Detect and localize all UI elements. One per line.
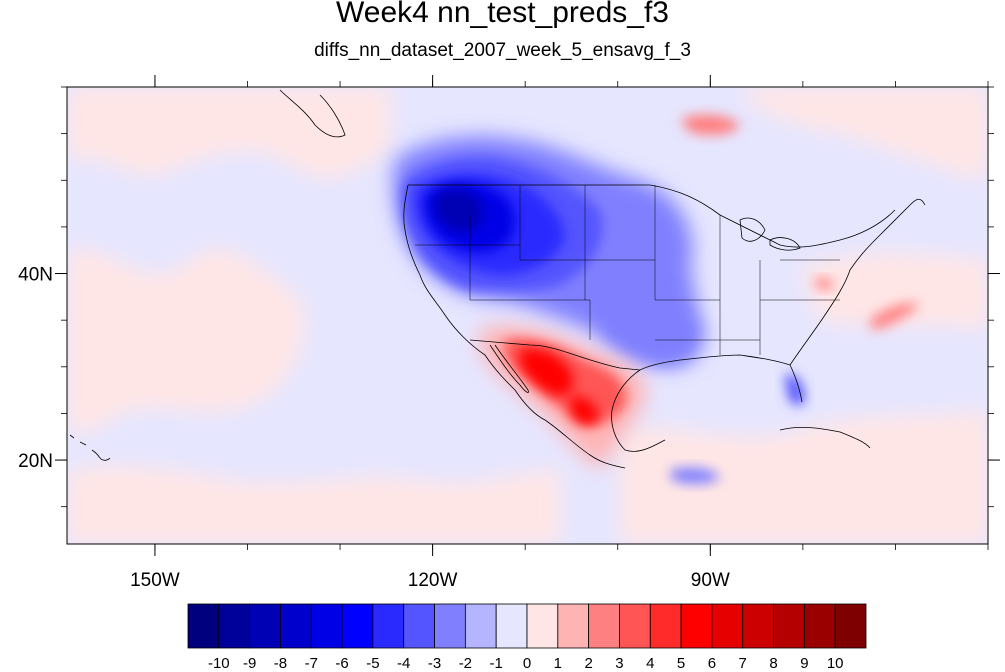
colorbar-label-8: -2 [459, 655, 472, 672]
cold-level-2-east [610, 296, 704, 366]
colorbar-box-0 [187, 603, 220, 649]
colorbar-box-20 [803, 603, 836, 649]
colorbar-box-6 [372, 603, 405, 649]
colorbar-label-4: -6 [335, 655, 348, 672]
colorbar-box-14 [619, 603, 651, 649]
colorbar-label-11: 1 [554, 655, 562, 672]
cold-florida [785, 374, 805, 406]
warm-hudson-bay [680, 114, 740, 136]
mexico-coast-west [544, 419, 626, 469]
colorbar [187, 603, 867, 649]
atlantic-coastline [789, 198, 926, 366]
canada-border [408, 184, 896, 248]
colorbar-box-13 [588, 603, 620, 649]
colorbar-label-12: 2 [584, 655, 592, 672]
colorbar-label-5: -5 [366, 655, 379, 672]
great-lakes [739, 217, 801, 251]
map-title: Week4 nn_test_preds_f3 [335, 0, 669, 29]
warm-patch-caribbean [620, 410, 988, 544]
colorbar-label-14: 4 [646, 655, 654, 672]
colorbar-label-19: 9 [800, 655, 808, 672]
colorbar-label-9: -1 [490, 655, 503, 672]
colorbar-box-18 [742, 603, 774, 649]
alaska-panhandle [279, 89, 346, 138]
colorbar-box-10 [495, 603, 528, 649]
colorbar-box-3 [280, 603, 312, 649]
cuba [779, 426, 871, 449]
colorbar-label-16: 6 [708, 655, 716, 672]
warm-background-patches [67, 87, 988, 544]
mexico-gulf-coast [611, 369, 666, 452]
mexico-border [469, 339, 641, 371]
warm-level-5-south [570, 395, 599, 425]
colorbar-box-1 [218, 603, 251, 649]
warm-patch-atlantic [800, 253, 988, 330]
lon-tick-label-2: 90W [691, 570, 730, 591]
colorbar-label-3: -7 [305, 655, 318, 672]
lat-tick-label-0: 40N [18, 265, 53, 286]
cold-anomaly-field [393, 136, 805, 484]
colorbar-box-9 [464, 603, 497, 649]
colorbar-box-21 [834, 603, 867, 649]
colorbar-label-0: -10 [208, 655, 230, 672]
colorbar-label-13: 3 [615, 655, 623, 672]
lat-tick-label-1: 20N [18, 451, 53, 472]
colorbar-label-6: -4 [397, 655, 410, 672]
cold-level-8 [435, 188, 484, 232]
map-plot-area [67, 87, 988, 544]
latitude-tick-labels: 40N 20N [18, 265, 53, 473]
colorbar-box-15 [649, 603, 682, 649]
colorbar-label-15: 5 [677, 655, 685, 672]
gulf-coast [639, 354, 803, 403]
warm-level-5 [520, 348, 574, 396]
minor-ticks [61, 81, 994, 550]
colorbar-labels: -10 -9 -8 -7 -6 -5 -4 -3 -2 -1 0 1 2 3 4 5 6 7 8 9 10 [208, 655, 844, 672]
map-subtitle: diffs_nn_dataset_2007_week_5_ensavg_f_3 [314, 40, 691, 61]
longitude-tick-labels: 150W 120W 90W [130, 570, 730, 591]
colorbar-box-17 [711, 603, 744, 649]
colorbar-label-10: 0 [523, 655, 531, 672]
lon-tick-label-1: 120W [408, 570, 458, 591]
colorbar-label-1: -9 [243, 655, 256, 672]
cold-gulf-of-tehuantepec [670, 467, 720, 484]
warm-patch-canada-east [740, 87, 988, 180]
pacific-coastline [403, 184, 546, 421]
colorbar-box-12 [557, 603, 590, 649]
colorbar-box-2 [249, 603, 281, 649]
lon-tick-label-0: 150W [130, 570, 180, 591]
colorbar-box-19 [773, 603, 805, 649]
colorbar-box-4 [310, 603, 343, 649]
warm-patch-alaska [200, 87, 400, 113]
colorbar-label-18: 8 [769, 655, 777, 672]
hawaii-islands [69, 434, 111, 461]
colorbar-box-7 [403, 603, 435, 649]
state-borders [415, 185, 840, 355]
warm-virginia [815, 277, 833, 290]
colorbar-label-17: 7 [739, 655, 747, 672]
warm-atlantic-streak [870, 303, 920, 330]
map-frame [66, 86, 989, 545]
colorbar-label-7: -3 [428, 655, 441, 672]
baja-peninsula [489, 344, 529, 393]
colorbar-box-11 [526, 603, 559, 649]
colorbar-label-20: 10 [827, 655, 844, 672]
warm-patch-central-pacific [67, 248, 305, 433]
colorbar-label-2: -8 [274, 655, 287, 672]
warm-patch-south-pacific [67, 465, 560, 544]
colorbar-box-16 [680, 603, 713, 649]
colorbar-box-8 [434, 603, 466, 649]
warm-anomaly-field [480, 114, 920, 470]
colorbar-box-5 [341, 603, 374, 649]
coastlines-and-borders [69, 89, 926, 469]
